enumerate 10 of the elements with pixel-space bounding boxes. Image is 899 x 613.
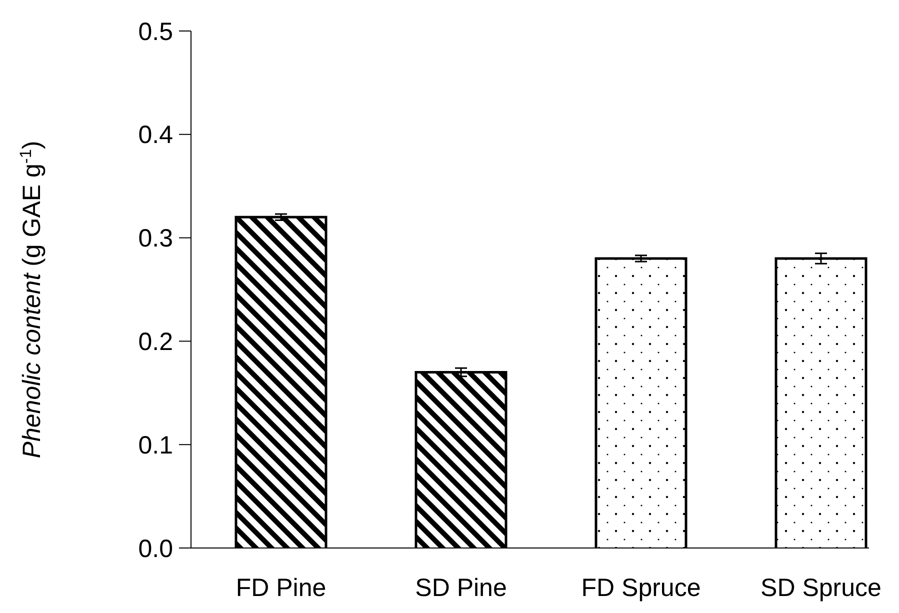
y-tick-label: 0.3 <box>138 224 173 253</box>
y-tick-label: 0.1 <box>138 431 173 460</box>
x-tick-label: FD Spruce <box>581 574 701 602</box>
x-tick-label: FD Pine <box>236 574 326 602</box>
y-tick-label: 0.0 <box>138 534 173 563</box>
y-tick-label: 0.2 <box>138 328 173 356</box>
x-tick-label: SD Spruce <box>760 574 882 602</box>
y-tick-label: 0.4 <box>138 121 174 150</box>
x-tick-label: SD Pine <box>415 574 507 602</box>
y-tick-label: 0.5 <box>138 18 173 46</box>
